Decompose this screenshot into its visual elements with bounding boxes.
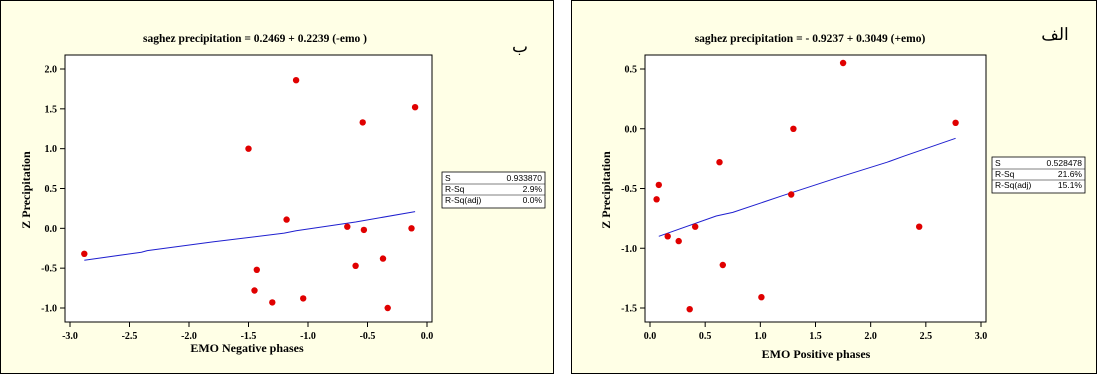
x-tick-label: -2.5 xyxy=(122,331,138,342)
stat-label: R-Sq xyxy=(445,184,465,194)
x-tick-label: 2.5 xyxy=(920,331,933,342)
data-point xyxy=(675,237,682,245)
data-point xyxy=(384,304,391,312)
data-point xyxy=(359,119,366,126)
stat-value: 0.933870 xyxy=(507,173,543,183)
stat-value: 21.6% xyxy=(1058,169,1083,179)
data-point xyxy=(360,226,368,234)
chart-positive-phases: 0.0 0.5 1.0 1.5 2.0 2.5 3.0 -1.5 -1.0 -0.5 0.0 0.5 s… xyxy=(571,0,1097,374)
x-axis-label: EMO Negative phases xyxy=(190,341,304,355)
data-point xyxy=(292,77,300,84)
x-tick-label: -3.0 xyxy=(62,331,78,342)
data-point xyxy=(788,191,795,198)
x-tick-label: -1.5 xyxy=(241,331,257,342)
data-point xyxy=(251,287,258,294)
x-tick-label: -2.0 xyxy=(181,331,197,342)
data-point xyxy=(719,261,726,269)
data-point xyxy=(790,125,797,132)
stats-box xyxy=(441,171,546,209)
stat-label: S xyxy=(995,158,1001,168)
x-tick-label: 0.0 xyxy=(421,331,434,342)
x-tick-label: 3.0 xyxy=(975,331,988,342)
y-tick-label: 1.5 xyxy=(45,104,58,115)
regression-line xyxy=(658,137,956,237)
data-point xyxy=(716,159,723,166)
chart-title: saghez precipitation = 0.2469 + 0.2239 (… xyxy=(143,33,367,45)
data-point xyxy=(344,223,351,230)
data-point xyxy=(300,295,307,302)
x-axis-label: EMO Positive phases xyxy=(762,347,871,361)
data-point xyxy=(692,223,699,230)
y-tick-label: 0.5 xyxy=(625,65,638,76)
y-tick-label: -1.5 xyxy=(621,304,637,315)
y-tick-label: -1.0 xyxy=(41,304,57,315)
data-point xyxy=(653,196,660,203)
y-tick-label: -1.0 xyxy=(621,244,637,255)
y-tick-label: 0.0 xyxy=(625,124,638,135)
data-point xyxy=(655,181,662,189)
chart-title: saghez precipitation = - 0.9237 + 0.3049… xyxy=(695,33,926,45)
data-point xyxy=(916,223,923,230)
stats-box xyxy=(991,156,1086,194)
y-tick-label: -0.5 xyxy=(621,184,637,195)
data-point xyxy=(686,306,693,313)
y-tick-label: 0.5 xyxy=(45,184,58,195)
data-point xyxy=(81,250,88,257)
x-tick-label: 0.0 xyxy=(644,331,657,342)
data-point xyxy=(411,104,419,111)
data-point xyxy=(379,255,387,262)
stat-value: 0.528478 xyxy=(1047,158,1083,168)
x-tick-label: 1.5 xyxy=(809,331,822,342)
data-point xyxy=(269,299,276,306)
data-point xyxy=(245,145,252,152)
stat-label: R-Sq(adj) xyxy=(995,180,1032,190)
x-tick-label: 1.0 xyxy=(754,331,767,342)
chart-negative-phases: -3.0 -2.5 -2.0 -1.5 -1.0 -0.5 0.0 -1.0 -0.5 0.0 0.… xyxy=(0,0,554,374)
panel-label: الف xyxy=(1041,25,1069,44)
stat-value: 2.9% xyxy=(523,184,543,194)
data-point xyxy=(253,266,260,273)
x-tick-label: -1.0 xyxy=(300,331,316,342)
x-tick-label: 2.0 xyxy=(864,331,877,342)
y-axis-label: Z Precipitation xyxy=(599,151,613,229)
panel-label: ب xyxy=(512,37,528,56)
stat-label: R-Sq xyxy=(995,169,1015,179)
y-tick-label: 0.0 xyxy=(45,224,58,235)
data-point xyxy=(839,59,847,67)
stat-label: R-Sq(adj) xyxy=(445,195,482,205)
data-point xyxy=(758,294,765,301)
x-tick-label: 0.5 xyxy=(699,331,712,342)
plot-area xyxy=(64,54,433,323)
data-point xyxy=(408,225,415,232)
data-point xyxy=(352,262,359,269)
data-point xyxy=(664,233,671,240)
plot-area xyxy=(644,54,987,323)
y-axis-label: Z Precipitation xyxy=(19,151,33,229)
y-tick-label: -0.5 xyxy=(41,264,57,275)
stat-value: 0.0% xyxy=(523,195,543,205)
stat-label: S xyxy=(445,173,451,183)
data-point xyxy=(283,216,290,223)
stat-value: 15.1% xyxy=(1058,180,1083,190)
y-tick-label: 1.0 xyxy=(45,144,58,155)
regression-line xyxy=(84,211,416,261)
x-tick-label: -0.5 xyxy=(360,331,376,342)
y-tick-label: 2.0 xyxy=(45,65,58,76)
data-point xyxy=(952,119,959,127)
